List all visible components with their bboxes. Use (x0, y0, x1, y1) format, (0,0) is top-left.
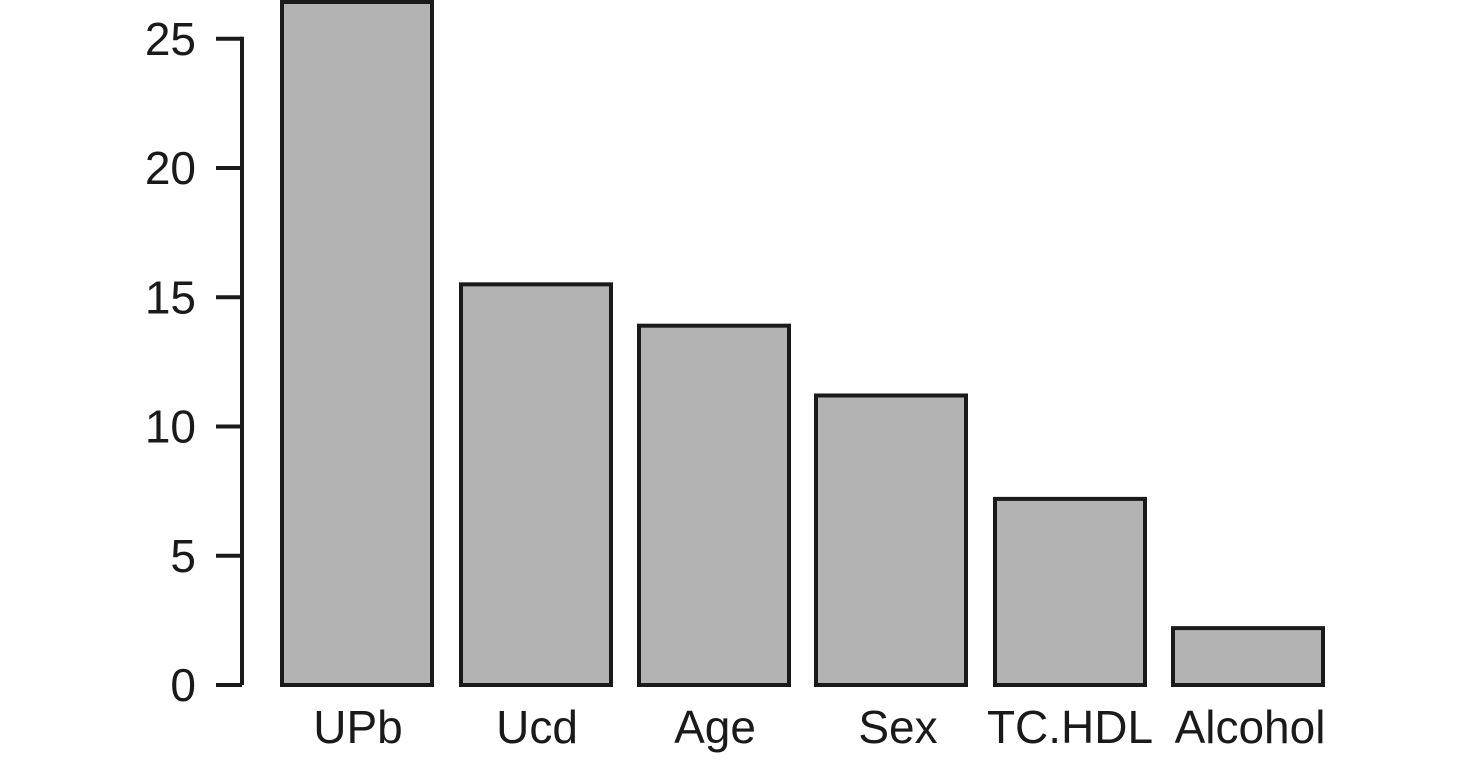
bar-ucd (459, 282, 613, 687)
y-tick-label: 25 (145, 13, 196, 65)
y-tick-label: 10 (145, 401, 196, 453)
y-tick-label: 0 (170, 659, 196, 711)
bar-alcohol (1171, 626, 1325, 688)
x-tick-label: Sex (858, 701, 937, 753)
x-tick-label: TC.HDL (987, 701, 1153, 753)
x-tick-label: Age (674, 701, 756, 753)
y-tick-label: 15 (145, 271, 196, 323)
x-tick-label: Ucd (496, 701, 578, 753)
bar-tc-hdl (993, 496, 1147, 687)
bar-upb (280, 0, 434, 687)
y-tick-label: 5 (170, 530, 196, 582)
x-tick-label: Alcohol (1175, 701, 1326, 753)
y-axis: 0 5 10 15 20 25 (145, 13, 244, 711)
bars (280, 0, 1325, 688)
bar-sex (814, 393, 968, 687)
x-tick-label: UPb (313, 701, 402, 753)
x-axis-labels: UPb Ucd Age Sex TC.HDL Alcohol (313, 701, 1325, 753)
bar-age (637, 323, 791, 687)
y-tick-label: 20 (145, 142, 196, 194)
